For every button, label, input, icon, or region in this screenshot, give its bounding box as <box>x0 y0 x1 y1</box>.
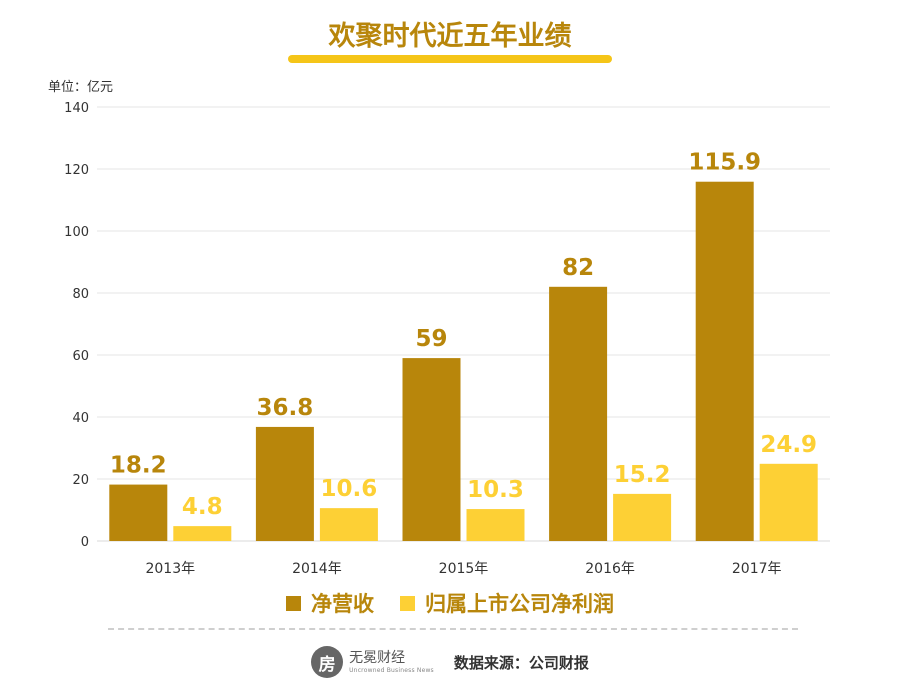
data-label-revenue: 82 <box>562 255 594 281</box>
legend-item-profit: 归属上市公司净利润 <box>400 588 614 618</box>
y-tick-label: 20 <box>72 473 89 488</box>
x-tick-label: 2016年 <box>585 561 635 577</box>
data-label-profit: 10.3 <box>467 477 524 503</box>
x-tick-label: 2013年 <box>145 561 195 577</box>
data-source: 数据来源：公司财报 <box>453 653 589 672</box>
title-underline <box>288 55 612 63</box>
bar-revenue <box>402 358 461 541</box>
legend-item-revenue: 净营收 <box>286 588 374 618</box>
bar-profit <box>759 463 818 541</box>
chart-title: 欢聚时代近五年业绩 <box>328 21 572 52</box>
bar-profit <box>613 493 672 541</box>
data-label-revenue: 18.2 <box>110 453 167 479</box>
bar-profit <box>466 509 525 541</box>
data-label-revenue: 115.9 <box>688 150 761 176</box>
data-label-profit: 4.8 <box>182 494 223 520</box>
y-tick-label: 100 <box>64 225 89 240</box>
brand-logo-icon: 房 <box>311 646 344 678</box>
legend-swatch-profit <box>400 595 415 611</box>
brand-logo-text: 无冕财经 Uncrowned Business News <box>349 651 434 674</box>
bar-revenue <box>695 181 754 541</box>
legend-label-profit: 归属上市公司净利润 <box>425 592 614 616</box>
data-label-revenue: 59 <box>415 326 447 352</box>
legend-swatch-revenue <box>286 595 301 611</box>
y-tick-label: 120 <box>64 163 89 178</box>
y-tick-label: 80 <box>72 287 89 302</box>
bar-profit <box>319 508 378 541</box>
x-tick-label: 2014年 <box>292 561 342 577</box>
bar-revenue <box>549 286 608 541</box>
brand-subtitle: Uncrowned Business News <box>349 666 434 674</box>
legend-label-revenue: 净营收 <box>311 592 374 616</box>
y-tick-label: 0 <box>81 535 89 550</box>
data-label-profit: 24.9 <box>760 432 817 458</box>
brand-name: 无冕财经 <box>349 649 406 666</box>
footer: 房 无冕财经 Uncrowned Business News 数据来源：公司财报 <box>0 646 900 678</box>
x-tick-label: 2017年 <box>732 561 782 577</box>
bar-revenue <box>109 484 168 541</box>
y-tick-label: 140 <box>64 101 89 116</box>
y-tick-label: 60 <box>72 349 89 364</box>
data-label-profit: 10.6 <box>321 476 378 502</box>
footer-divider <box>108 628 798 630</box>
legend: 净营收 归属上市公司净利润 <box>0 588 900 618</box>
x-tick-label: 2015年 <box>439 561 489 577</box>
bar-chart: 0 20 40 60 80 100 120 140 18.2 4.8 2013年 36.8 10.6 20… <box>64 101 830 577</box>
data-label-profit: 15.2 <box>614 462 671 488</box>
data-label-revenue: 36.8 <box>257 395 314 421</box>
bar-revenue <box>255 426 314 541</box>
bar-profit <box>173 526 232 541</box>
unit-label: 单位：亿元 <box>48 80 114 95</box>
y-tick-label: 40 <box>72 411 89 426</box>
